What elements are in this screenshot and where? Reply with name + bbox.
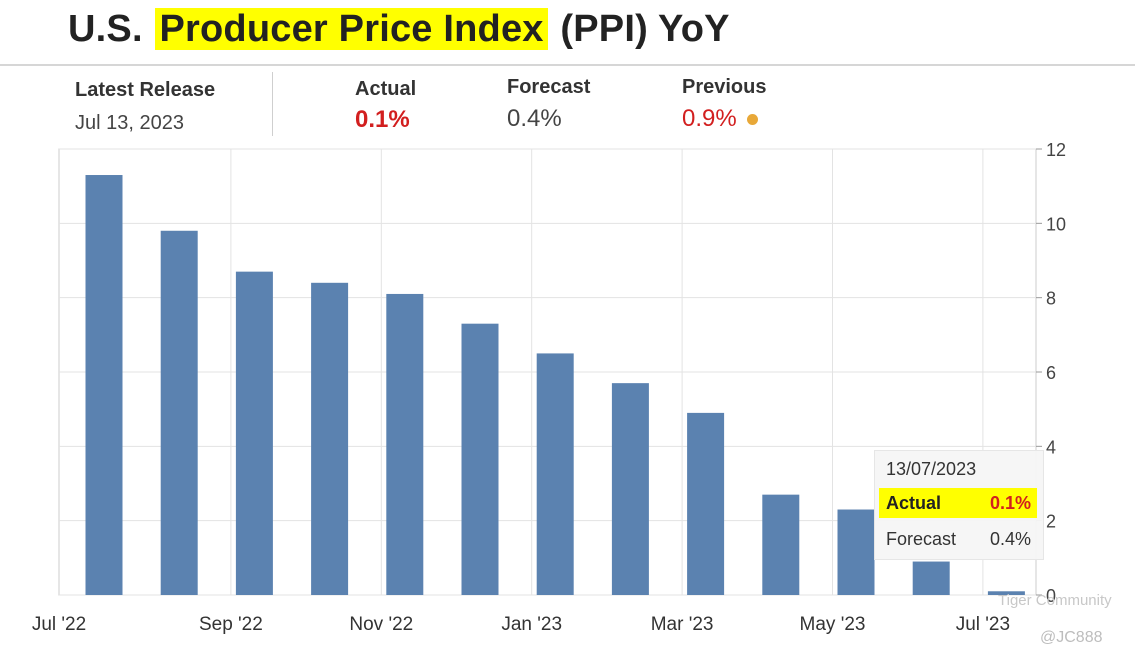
tooltip-forecast-value: 0.4% <box>989 529 1031 549</box>
bar[interactable] <box>912 561 950 595</box>
y-tick-label: 0 <box>1046 586 1056 606</box>
chart-tooltip: 13/07/2023 Actual 0.1% Forecast 0.4% <box>874 450 1044 560</box>
forecast-label: Forecast <box>507 76 591 98</box>
previous-value: 0.9% <box>682 105 737 132</box>
x-tick-label: May '23 <box>800 614 866 635</box>
y-tick-label: 6 <box>1046 363 1056 383</box>
bar[interactable] <box>461 323 499 595</box>
y-tick-label: 4 <box>1046 437 1056 457</box>
latest-release-label: Latest Release <box>75 79 216 101</box>
y-axis: 0 2 4 6 8 10 12 <box>1036 140 1066 606</box>
y-tick-label: 12 <box>1046 140 1066 160</box>
previous-label: Previous <box>682 76 767 98</box>
bar[interactable] <box>536 353 574 595</box>
x-tick-label: Jul '23 <box>956 614 1010 635</box>
actual-value: 0.1% <box>355 106 410 133</box>
tooltip-actual-row: Actual 0.1% <box>879 488 1037 518</box>
previous-value-wrap: 0.9% <box>682 105 758 133</box>
tooltip-date: 13/07/2023 <box>886 459 977 479</box>
y-tick-label: 8 <box>1046 289 1056 309</box>
bar[interactable] <box>987 591 1025 595</box>
title-suffix: (PPI) YoY <box>560 8 730 50</box>
x-tick-label: Sep '22 <box>199 614 263 635</box>
x-tick-label: Mar '23 <box>651 614 714 635</box>
bar[interactable] <box>762 494 800 595</box>
title-prefix: U.S. <box>68 8 143 50</box>
latest-release-date: Jul 13, 2023 <box>75 112 184 134</box>
actual-label: Actual <box>355 78 417 100</box>
watermark-handle: @JC888 <box>1040 629 1103 646</box>
tooltip-actual-label: Actual <box>886 493 942 513</box>
page-title: U.S. Producer Price Index (PPI) YoY <box>68 8 730 51</box>
y-tick-label: 10 <box>1046 214 1066 234</box>
bar[interactable] <box>235 271 273 595</box>
x-tick-label: Jul '22 <box>32 614 86 635</box>
x-axis: Jul '22 Sep '22 Nov '22 Jan '23 Mar '23 May '… <box>32 614 1010 635</box>
bar[interactable] <box>837 509 875 595</box>
bar[interactable] <box>386 293 424 595</box>
bar[interactable] <box>85 175 123 595</box>
title-highlight: Producer Price Index <box>155 8 548 50</box>
bar[interactable] <box>311 282 349 595</box>
tooltip-forecast-label: Forecast <box>886 529 957 549</box>
y-tick-label: 2 <box>1046 512 1056 532</box>
previous-revision-dot-icon <box>746 114 758 126</box>
bar[interactable] <box>160 230 198 595</box>
bar[interactable] <box>687 412 725 595</box>
watermark-community: Tiger Community <box>998 592 1112 609</box>
chart-bars <box>85 175 1025 595</box>
tooltip-actual-value: 0.1% <box>989 493 1031 513</box>
x-tick-label: Nov '22 <box>349 614 413 635</box>
x-tick-label: Jan '23 <box>501 614 562 635</box>
header-divider <box>0 64 1135 66</box>
bar[interactable] <box>611 383 649 595</box>
forecast-value: 0.4% <box>507 105 562 132</box>
info-divider <box>272 72 273 136</box>
